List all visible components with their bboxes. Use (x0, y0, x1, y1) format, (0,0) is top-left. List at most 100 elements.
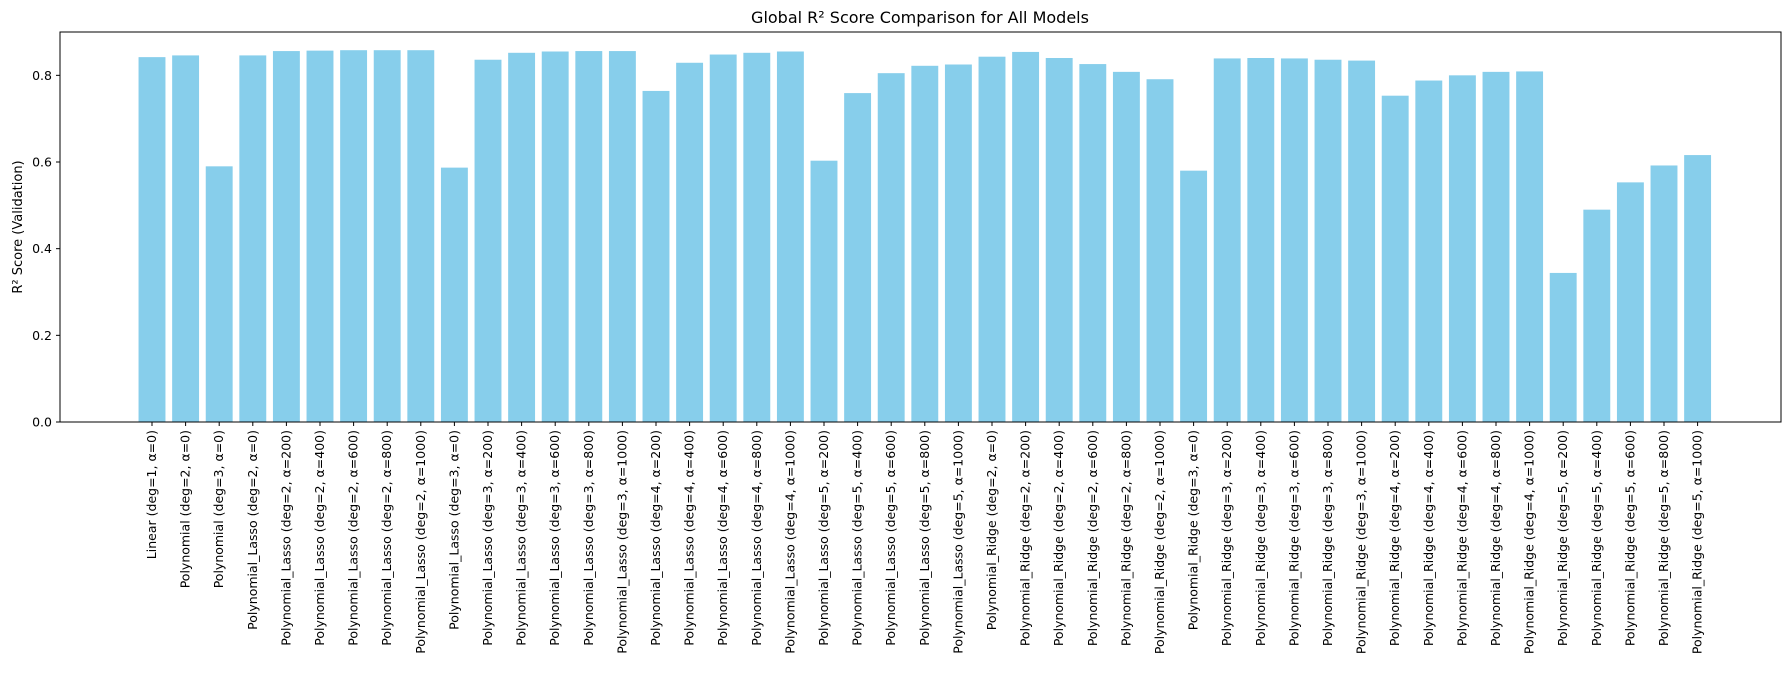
x-tick-label: Polynomial_Ridge (deg=3, α=800) (1320, 430, 1335, 646)
x-tick-label: Polynomial_Lasso (deg=4, α=1000) (782, 430, 797, 654)
bar (575, 51, 603, 422)
bar (1180, 170, 1208, 422)
x-tick-label: Polynomial_Ridge (deg=4, α=200) (1387, 430, 1402, 646)
bar (709, 54, 737, 422)
bar (541, 51, 569, 422)
bar (1213, 58, 1241, 423)
bar (205, 166, 233, 422)
y-tick-label: 0.2 (32, 328, 52, 343)
x-tick-label: Polynomial_Lasso (deg=4, α=200) (648, 430, 663, 646)
bar (1146, 79, 1174, 422)
bar (911, 65, 939, 423)
x-tick-label: Polynomial_Lasso (deg=2, α=0) (245, 430, 260, 630)
x-tick-label: Polynomial_Lasso (deg=5, α=600) (883, 430, 898, 646)
bar (172, 55, 200, 423)
x-tick-label: Polynomial_Lasso (deg=4, α=600) (715, 430, 730, 646)
x-tick-label: Polynomial_Lasso (deg=4, α=800) (749, 430, 764, 646)
x-tick-label: Polynomial_Lasso (deg=5, α=800) (917, 430, 932, 646)
x-tick-label: Polynomial_Ridge (deg=5, α=600) (1622, 430, 1637, 646)
bar (508, 52, 536, 423)
x-tick-label: Polynomial_Ridge (deg=4, α=800) (1488, 430, 1503, 646)
bar (474, 59, 502, 422)
plot-frame (59, 31, 1782, 423)
x-tick-label: Polynomial_Ridge (deg=2, α=200) (1018, 430, 1033, 646)
bar (239, 55, 267, 423)
bar (1482, 71, 1510, 423)
bar (1381, 95, 1409, 422)
x-tick-label: Polynomial_Lasso (deg=5, α=400) (850, 430, 865, 646)
bar (810, 160, 838, 422)
x-tick-label: Polynomial_Ridge (deg=3, α=200) (1219, 430, 1234, 646)
x-tick-label: Polynomial_Lasso (deg=2, α=600) (346, 430, 361, 646)
x-tick-label: Polynomial_Lasso (deg=5, α=1000) (950, 430, 965, 654)
bar (138, 57, 166, 422)
x-tick-label: Polynomial (deg=3, α=0) (211, 430, 226, 588)
x-tick-label: Polynomial_Lasso (deg=3, α=0) (446, 430, 461, 630)
x-tick-label: Polynomial_Lasso (deg=5, α=200) (816, 430, 831, 646)
x-tick-label: Polynomial_Ridge (deg=5, α=800) (1656, 430, 1671, 646)
x-tick-label: Polynomial_Ridge (deg=2, α=800) (1118, 430, 1133, 646)
x-tick-label: Polynomial_Ridge (deg=3, α=1000) (1354, 430, 1369, 654)
bar (608, 51, 636, 422)
bar (1549, 272, 1577, 422)
x-tick-label: Polynomial_Lasso (deg=3, α=1000) (614, 430, 629, 654)
x-tick-label: Polynomial_Ridge (deg=5, α=1000) (1690, 430, 1705, 654)
bar (944, 64, 972, 422)
y-tick-label: 0.6 (32, 155, 52, 170)
bar (440, 167, 468, 422)
bar (1012, 51, 1040, 423)
y-axis: 0.0 0.2 0.4 0.6 0.8 (32, 68, 60, 430)
bar (642, 90, 670, 423)
bar (373, 50, 401, 422)
bar (340, 50, 368, 422)
x-tick-label: Polynomial_Ridge (deg=5, α=400) (1589, 430, 1604, 646)
x-tick-label: Polynomial_Lasso (deg=4, α=400) (682, 430, 697, 646)
y-tick-label: 0.4 (32, 241, 52, 256)
x-tick-label: Polynomial_Ridge (deg=2, α=400) (1051, 430, 1066, 646)
bar (1280, 58, 1308, 423)
bar (1045, 58, 1073, 422)
x-tick-label: Polynomial (deg=2, α=0) (178, 430, 193, 588)
x-tick-label: Polynomial_Ridge (deg=2, α=0) (984, 430, 999, 630)
x-tick-label: Polynomial_Lasso (deg=2, α=800) (379, 430, 394, 646)
bar (743, 52, 771, 423)
bars-layer (138, 50, 1712, 423)
x-tick-label: Polynomial_Ridge (deg=4, α=1000) (1522, 430, 1537, 654)
bar (306, 50, 334, 422)
x-tick-label: Polynomial_Lasso (deg=2, α=1000) (413, 430, 428, 654)
bar (1616, 182, 1644, 422)
x-tick-label: Polynomial_Ridge (deg=2, α=1000) (1152, 430, 1167, 654)
x-tick-label: Polynomial_Lasso (deg=3, α=800) (581, 430, 596, 646)
bar (676, 62, 704, 423)
bar (1583, 209, 1611, 422)
bar (1112, 71, 1140, 423)
x-tick-label: Polynomial_Ridge (deg=3, α=400) (1253, 430, 1268, 646)
x-tick-label: Polynomial_Ridge (deg=3, α=600) (1286, 430, 1301, 646)
x-tick-label: Polynomial_Lasso (deg=3, α=200) (480, 430, 495, 646)
bar (1684, 155, 1712, 422)
x-tick-label: Polynomial_Lasso (deg=3, α=600) (547, 430, 562, 646)
bar (978, 56, 1006, 422)
x-axis: Linear (deg=1, α=0) Polynomial (deg=2, α=… (144, 422, 1705, 654)
chart-title: Global R² Score Comparison for All Model… (751, 8, 1089, 27)
bar (1314, 59, 1342, 422)
bar (1247, 58, 1275, 422)
bar (272, 51, 300, 422)
y-tick-label: 0.8 (32, 68, 52, 83)
bar (776, 51, 804, 422)
bar (877, 73, 905, 423)
bar (1348, 60, 1376, 422)
x-tick-label: Polynomial_Lasso (deg=2, α=200) (278, 430, 293, 646)
x-tick-label: Polynomial_Ridge (deg=2, α=600) (1085, 430, 1100, 646)
bar (1448, 75, 1476, 422)
bar (1415, 80, 1443, 422)
y-tick-label: 0.0 (32, 415, 52, 430)
x-tick-label: Polynomial_Ridge (deg=3, α=0) (1186, 430, 1201, 630)
bar (1079, 64, 1107, 422)
x-tick-label: Polynomial_Lasso (deg=2, α=400) (312, 430, 327, 646)
bar (1650, 165, 1678, 422)
x-tick-label: Linear (deg=1, α=0) (144, 430, 159, 559)
y-axis-label: R² Score (Validation) (11, 160, 26, 293)
